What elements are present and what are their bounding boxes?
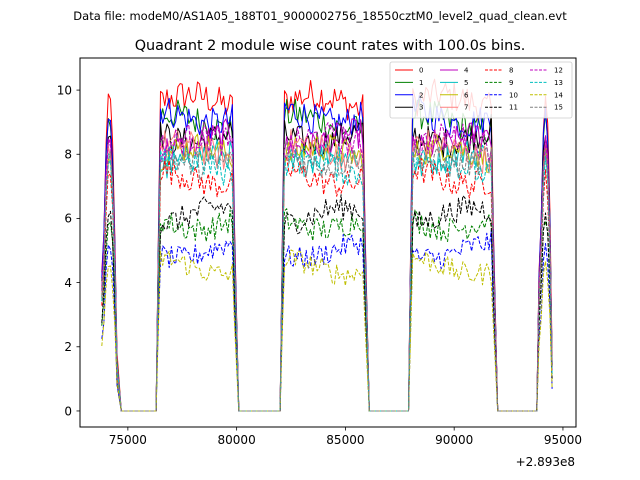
legend-label-5: 5 xyxy=(464,79,468,87)
series-line-14 xyxy=(101,249,553,412)
legend-label-11: 11 xyxy=(509,104,518,112)
series-layer xyxy=(101,78,553,412)
axes-frame xyxy=(79,57,577,428)
series-line-11 xyxy=(101,194,553,412)
y-tick-label: 2 xyxy=(64,340,72,354)
legend-label-13: 13 xyxy=(554,79,563,87)
legend-label-0: 0 xyxy=(419,67,423,75)
legend-label-3: 3 xyxy=(419,104,423,112)
legend-box xyxy=(389,61,573,119)
legend-label-12: 12 xyxy=(554,67,563,75)
series-line-12 xyxy=(101,122,553,412)
legend-label-4: 4 xyxy=(464,67,469,75)
x-offset-label: +2.893e8 xyxy=(516,455,575,469)
x-tick-label: 90000 xyxy=(435,433,473,447)
plot-area xyxy=(101,78,553,412)
y-tick-label: 4 xyxy=(64,276,72,290)
x-tick-label: 95000 xyxy=(544,433,582,447)
x-axis: 75000 80000 85000 90000 95000 xyxy=(109,427,582,447)
legend-label-6: 6 xyxy=(464,91,469,99)
x-tick-label: 80000 xyxy=(218,433,256,447)
legend-label-15: 15 xyxy=(554,104,563,112)
legend-label-10: 10 xyxy=(509,91,518,99)
chart-suptitle: Data file: modeM0/AS1A05_188T01_90000027… xyxy=(73,9,567,23)
legend-label-1: 1 xyxy=(419,79,423,87)
legend-label-7: 7 xyxy=(464,104,468,112)
series-line-13 xyxy=(101,145,553,412)
series-line-10 xyxy=(101,230,553,412)
legend-label-9: 9 xyxy=(509,79,513,87)
legend-label-2: 2 xyxy=(419,91,423,99)
y-tick-label: 8 xyxy=(64,148,72,162)
y-tick-label: 6 xyxy=(64,212,72,226)
legend-label-14: 14 xyxy=(554,91,563,99)
series-line-15 xyxy=(101,142,553,412)
series-line-8 xyxy=(101,156,553,412)
y-axis: 0 2 4 6 8 10 xyxy=(57,83,80,418)
y-tick-label: 0 xyxy=(64,404,72,418)
chart-title: Quadrant 2 module wise count rates with … xyxy=(135,38,526,54)
x-tick-label: 75000 xyxy=(109,433,147,447)
legend-label-8: 8 xyxy=(509,67,513,75)
y-tick-label: 10 xyxy=(57,83,72,97)
x-tick-label: 85000 xyxy=(326,433,364,447)
series-line-5 xyxy=(101,139,553,412)
